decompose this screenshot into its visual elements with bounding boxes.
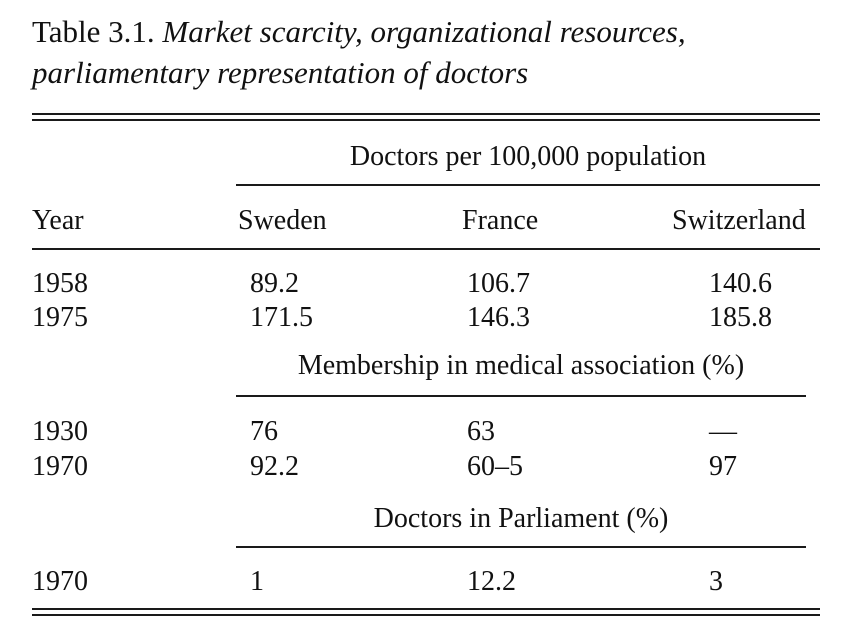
header-rule <box>32 248 820 250</box>
cell-sweden: 92.2 <box>250 451 299 482</box>
cell-year: 1970 <box>32 566 88 597</box>
group-heading-membership: Membership in medical association (%) <box>297 350 745 381</box>
column-header-sweden: Sweden <box>238 205 327 236</box>
cell-switzerland: — <box>709 416 737 447</box>
table-caption-line2: parliamentary representation of doctors <box>32 55 529 90</box>
cell-switzerland: 3 <box>709 566 723 597</box>
cell-france: 63 <box>467 416 495 447</box>
bottom-rule-2 <box>32 614 820 616</box>
table-title: Market scarcity, organizational resource… <box>162 14 686 49</box>
cell-france: 12.2 <box>467 566 516 597</box>
group-heading-rule-3 <box>236 546 806 548</box>
cell-year: 1970 <box>32 451 88 482</box>
group-heading-doctors-per-100k: Doctors per 100,000 population <box>349 141 707 172</box>
cell-france: 106.7 <box>467 268 530 299</box>
group-heading-rule-2 <box>236 395 806 397</box>
table-label: Table 3.1. <box>32 14 155 49</box>
table-caption-line1: Table 3.1. Market scarcity, organization… <box>32 16 686 47</box>
cell-sweden: 1 <box>250 566 264 597</box>
cell-france: 146.3 <box>467 302 530 333</box>
column-header-switzerland: Switzerland <box>672 205 806 236</box>
top-rule-2 <box>32 119 820 121</box>
column-header-year: Year <box>32 205 84 236</box>
top-rule-1 <box>32 113 820 115</box>
cell-sweden: 171.5 <box>250 302 313 333</box>
cell-year: 1975 <box>32 302 88 333</box>
group-heading-rule-1 <box>236 184 820 186</box>
group-heading-parliament: Doctors in Parliament (%) <box>373 503 669 534</box>
cell-sweden: 89.2 <box>250 268 299 299</box>
column-header-france: France <box>462 205 539 236</box>
cell-year: 1930 <box>32 416 88 447</box>
cell-year: 1958 <box>32 268 88 299</box>
cell-switzerland: 140.6 <box>709 268 772 299</box>
cell-switzerland: 185.8 <box>709 302 772 333</box>
cell-switzerland: 97 <box>709 451 737 482</box>
bottom-rule-1 <box>32 608 820 610</box>
cell-sweden: 76 <box>250 416 278 447</box>
cell-france: 60–5 <box>467 451 523 482</box>
